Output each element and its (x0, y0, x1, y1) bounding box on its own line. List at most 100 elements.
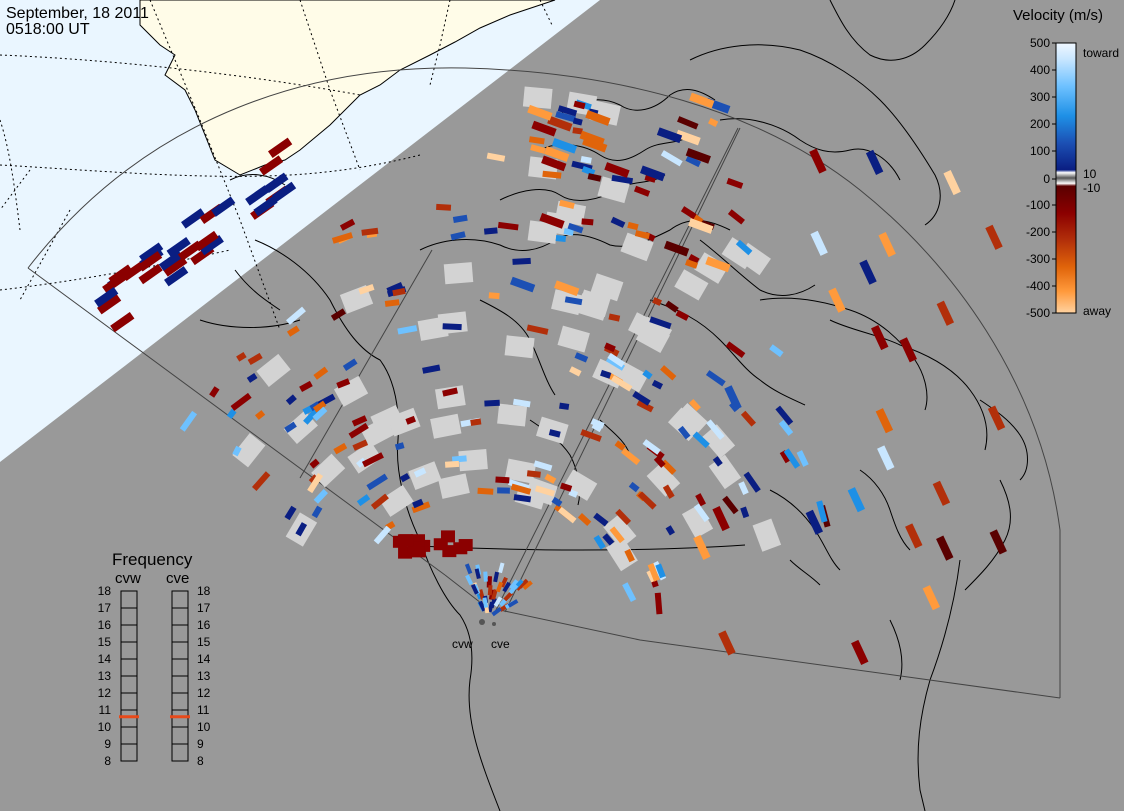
velocity-cell (636, 399, 654, 413)
velocity-cell (356, 457, 367, 468)
velocity-cell (491, 607, 502, 617)
velocity-cell (411, 501, 431, 514)
velocity-cell (194, 230, 219, 252)
ground-scatter-cell (667, 407, 703, 442)
velocity-cell (871, 325, 889, 351)
velocity-cell (877, 445, 895, 471)
velocity-cell (615, 508, 632, 525)
velocity-cell (847, 487, 866, 513)
velocity-cell (299, 380, 313, 393)
velocity-tick-label: 400 (1030, 63, 1050, 77)
velocity-cell (609, 526, 625, 544)
velocity-cell (258, 155, 284, 176)
radar-site-cve-marker (492, 622, 496, 626)
frequency-tick-label: 17 (197, 601, 211, 615)
frequency-legend: Frequency cvw cve 18 17 16 15 14 13 12 11 10 9 8 18… (98, 550, 211, 768)
velocity-cell (985, 224, 1003, 250)
frequency-radar-cve-label: cve (166, 570, 189, 587)
velocity-cell (533, 460, 553, 472)
velocity-cell (530, 144, 546, 154)
ground-scatter-cell (504, 458, 537, 484)
velocity-cell (96, 294, 122, 315)
velocity-cell (236, 351, 247, 362)
velocity-cell (685, 147, 711, 164)
toward-label: toward (1083, 46, 1119, 60)
velocity-cell (582, 136, 608, 153)
frequency-tick-label: 16 (98, 618, 112, 632)
velocity-cell (181, 208, 206, 229)
velocity-cell (444, 460, 460, 468)
velocity-cell (567, 222, 584, 234)
velocity-cell (675, 309, 690, 321)
radar-site-cvw-marker (479, 619, 485, 625)
velocity-cell (555, 235, 567, 242)
velocity-cell (712, 506, 730, 532)
velocity-tick-label: -300 (1026, 252, 1050, 266)
velocity-cell (611, 174, 634, 185)
velocity-cell (313, 366, 329, 380)
velocity-tick-label: 200 (1030, 117, 1050, 131)
velocity-cell (634, 230, 650, 240)
velocity-cell (865, 149, 884, 175)
velocity-cell (199, 235, 224, 256)
velocity-tick-label: -10 (1083, 181, 1101, 195)
velocity-cell (722, 495, 739, 515)
velocity-cell (528, 136, 545, 145)
velocity-cell (590, 418, 605, 429)
ground-scatter-cell (701, 424, 736, 459)
velocity-cell (727, 209, 745, 225)
velocity-cell (487, 576, 493, 587)
velocity-cell (554, 280, 580, 297)
frequency-tick-label: 13 (98, 669, 112, 683)
velocity-cell (351, 415, 368, 427)
frequency-tick-label: 9 (104, 737, 111, 751)
frequency-tick-label: 11 (197, 703, 210, 717)
frequency-tick-label: 8 (104, 754, 111, 768)
velocity-cell (497, 487, 510, 494)
ground-scatter-cell (620, 232, 654, 262)
velocity-cell (816, 500, 828, 523)
velocity-cell (392, 287, 406, 297)
velocity-cell (559, 482, 573, 492)
velocity-cell (470, 418, 482, 426)
ground-scatter-cell (504, 335, 535, 359)
velocity-cell (489, 597, 497, 609)
velocity-cell (555, 111, 576, 123)
velocity-cell (705, 370, 726, 387)
velocity-cell (637, 491, 657, 510)
velocity-cell (399, 472, 411, 483)
velocity-cell (572, 117, 583, 126)
velocity-cell (688, 398, 701, 412)
velocity-cell (987, 405, 1006, 431)
velocity-cell (226, 408, 237, 420)
velocity-cell (483, 571, 488, 582)
velocity-cell (705, 256, 731, 273)
velocity-cell (307, 472, 324, 494)
ground-scatter-cell (430, 413, 462, 439)
velocity-cell (232, 445, 242, 457)
velocity-cell (580, 155, 592, 164)
velocity-cell (557, 105, 578, 117)
velocity-cell (878, 231, 896, 258)
velocity-cell (464, 563, 473, 575)
velocity-cell (654, 592, 663, 615)
velocity-cell (692, 431, 710, 449)
velocity-cell (809, 148, 827, 174)
velocity-cell (295, 522, 308, 537)
frequency-tick-label: 13 (197, 669, 211, 683)
velocity-cell (251, 471, 271, 491)
velocity-cell (342, 358, 358, 371)
ground-scatter-cell (674, 269, 709, 301)
velocity-cell (370, 493, 389, 510)
velocity-cell (622, 582, 637, 603)
velocity-cell (621, 447, 641, 466)
velocity-cell (568, 489, 579, 498)
ground-scatter-cell (333, 375, 369, 407)
velocity-cell (675, 129, 701, 146)
ground-scatter-cell (590, 273, 624, 302)
velocity-cell (653, 455, 666, 468)
velocity-cell (922, 585, 941, 611)
velocity-cell (482, 597, 489, 608)
ground-scatter-cell (681, 504, 714, 539)
frequency-tick-label: 9 (197, 737, 204, 751)
